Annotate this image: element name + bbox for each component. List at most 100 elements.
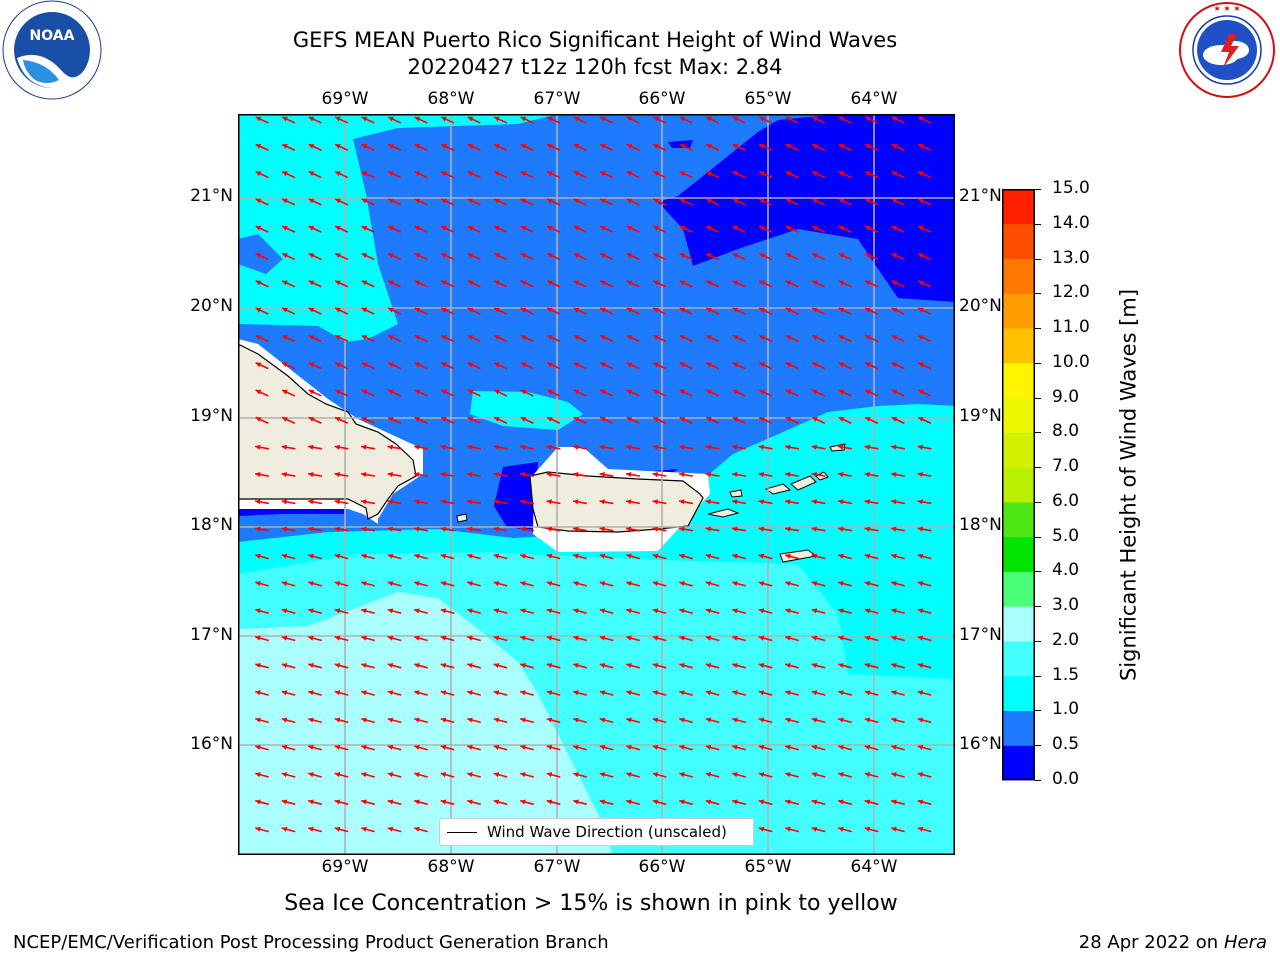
lon-label-bottom: 66°W	[638, 857, 686, 877]
wind-wave-arrow	[520, 252, 534, 261]
wind-wave-arrow	[281, 143, 296, 151]
wind-wave-arrow	[785, 553, 799, 560]
wind-wave-arrow	[334, 280, 349, 288]
wind-wave-arrow	[387, 362, 402, 370]
wind-wave-arrow	[811, 116, 826, 124]
wind-wave-arrow	[864, 362, 879, 370]
wind-wave-arrow	[361, 143, 375, 151]
wind-wave-arrow	[467, 416, 481, 424]
wind-wave-arrow	[414, 826, 428, 833]
wind-wave-arrow	[917, 444, 932, 450]
wind-wave-arrow	[864, 553, 879, 560]
wind-wave-arrow	[652, 362, 667, 370]
wind-wave-arrow	[308, 225, 322, 233]
wind-wave-arrow	[387, 280, 402, 288]
wind-wave-arrow	[864, 116, 879, 124]
wind-wave-arrow	[626, 772, 640, 778]
wind-wave-arrow	[599, 116, 614, 124]
colorbar-tick-label: 2.0	[1052, 629, 1080, 650]
wind-wave-arrow	[864, 143, 879, 151]
wind-wave-arrow	[572, 444, 588, 450]
wind-wave-arrow	[440, 307, 455, 315]
wind-wave-arrow	[811, 307, 826, 315]
wind-wave-arrow	[519, 471, 535, 478]
wind-wave-arrow	[467, 334, 481, 343]
wind-wave-arrow	[626, 662, 640, 669]
wind-wave-arrow	[440, 690, 455, 696]
wind-wave-arrow	[732, 416, 746, 424]
wind-wave-arrow	[281, 116, 296, 124]
wind-wave-arrow	[361, 334, 375, 343]
lat-label-left: 16°N	[190, 734, 233, 754]
wave-field-2.0-3.0	[238, 592, 613, 855]
wind-wave-arrow	[360, 471, 376, 478]
wind-wave-arrow	[281, 499, 296, 505]
wind-wave-arrow	[546, 553, 561, 560]
wind-wave-arrow	[413, 444, 429, 450]
wind-wave-arrow	[546, 471, 561, 478]
wind-wave-arrow	[891, 690, 905, 696]
wind-wave-arrow	[758, 252, 773, 261]
wind-wave-arrow	[732, 744, 746, 751]
wind-wave-arrow	[520, 772, 534, 778]
wind-wave-arrow	[387, 608, 402, 614]
wind-wave-arrow	[891, 662, 905, 669]
colorbar-tick-mark	[1035, 675, 1041, 677]
wind-wave-arrow	[254, 471, 270, 478]
wind-wave-arrow	[414, 581, 428, 587]
wind-wave-arrow	[626, 252, 640, 261]
wind-wave-arrow	[387, 444, 402, 450]
legend-label: Wind Wave Direction (unscaled)	[487, 823, 727, 841]
wind-wave-arrow	[838, 744, 852, 751]
wind-wave-arrow	[758, 690, 773, 696]
wind-wave-arrow	[414, 198, 428, 206]
wind-wave-arrow	[758, 198, 773, 206]
wind-wave-arrow	[891, 608, 905, 614]
wind-wave-arrow	[599, 444, 614, 450]
wind-wave-arrow	[467, 307, 481, 315]
wind-wave-arrow	[626, 170, 640, 179]
wind-wave-arrow	[387, 772, 402, 778]
wind-wave-arrow	[308, 116, 322, 124]
wind-wave-arrow	[546, 170, 561, 179]
wind-wave-arrow	[440, 471, 455, 478]
wind-wave-arrow	[864, 389, 879, 397]
wind-wave-arrow	[626, 280, 640, 288]
wind-wave-arrow	[652, 143, 667, 151]
wind-wave-arrow	[626, 744, 640, 751]
wind-wave-arrow	[493, 198, 508, 206]
wind-wave-arrow	[466, 471, 482, 478]
wind-wave-arrow	[255, 799, 269, 806]
colorbar-tick-mark	[1035, 223, 1041, 225]
wind-wave-arrow	[864, 499, 879, 505]
wind-wave-arrow	[679, 690, 693, 696]
wind-wave-arrow	[811, 444, 826, 450]
wind-wave-arrow	[334, 553, 349, 560]
wind-wave-arrow	[626, 581, 640, 587]
wind-wave-arrow	[811, 471, 826, 478]
wind-wave-arrow	[334, 116, 349, 124]
wind-wave-arrow	[705, 143, 720, 151]
colorbar-bin	[1002, 293, 1035, 329]
wind-wave-arrow	[891, 744, 905, 751]
wind-wave-arrow	[626, 635, 640, 642]
wind-wave-arrow	[573, 116, 587, 124]
wind-wave-arrow	[281, 526, 296, 532]
wind-wave-arrow	[732, 307, 746, 315]
wind-wave-arrow	[573, 416, 587, 424]
wind-wave-arrow	[679, 307, 693, 315]
wind-wave-arrow	[255, 389, 269, 397]
colorbar-tick-mark	[1035, 606, 1041, 608]
wind-wave-arrow	[520, 116, 534, 124]
wind-wave-arrow	[705, 608, 720, 614]
wind-wave-arrow	[573, 608, 587, 614]
wind-wave-arrow	[520, 662, 534, 669]
wind-wave-arrow	[520, 362, 534, 370]
colorbar-tick-mark	[1035, 640, 1041, 642]
wind-wave-arrow	[440, 334, 455, 343]
wind-wave-arrow	[572, 471, 588, 478]
wind-wave-arrow	[255, 280, 269, 288]
wind-wave-arrow	[626, 799, 640, 806]
wind-wave-arrow	[811, 416, 826, 424]
wind-wave-arrow	[705, 799, 720, 806]
